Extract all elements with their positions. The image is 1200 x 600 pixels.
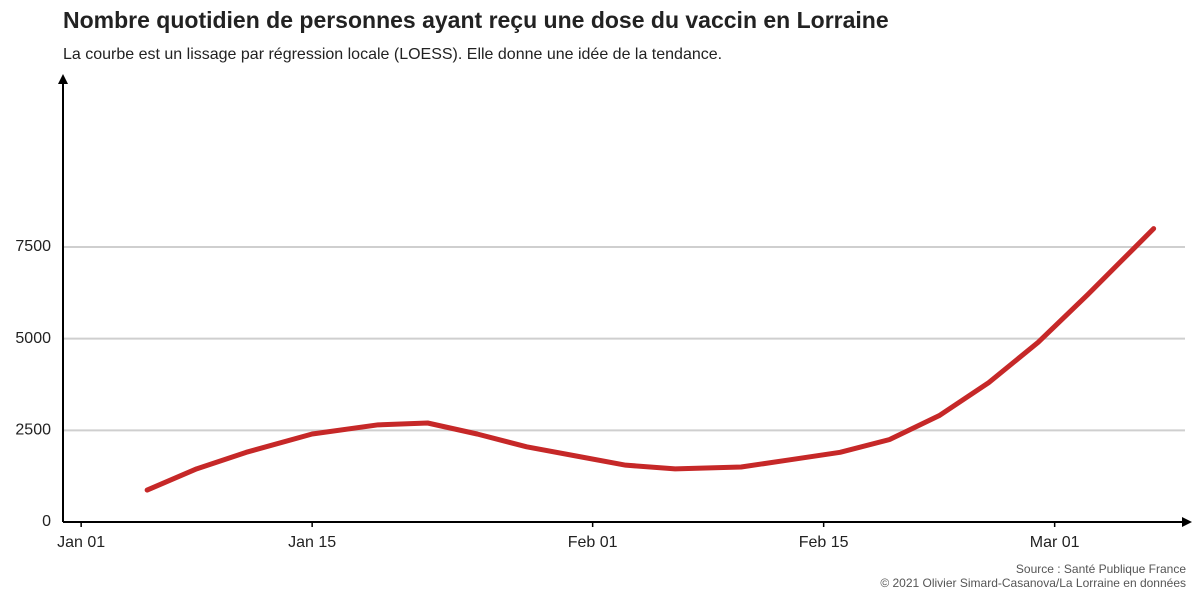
x-tick-label: Jan 15 [288, 534, 336, 551]
y-tick-label: 2500 [15, 422, 51, 439]
x-tick-label: Mar 01 [1030, 534, 1080, 551]
y-axis-arrow [58, 74, 68, 84]
y-tick-label: 5000 [15, 330, 51, 347]
loess-curve [144, 226, 1157, 493]
y-tick-label: 0 [42, 513, 51, 530]
x-tick-label: Jan 01 [57, 534, 105, 551]
chart-title: Nombre quotidien de personnes ayant reçu… [63, 7, 889, 33]
x-axis-arrow [1182, 517, 1192, 527]
x-tick-label: Feb 15 [799, 534, 849, 551]
credit: © 2021 Olivier Simard-Casanova/La Lorrai… [880, 576, 1186, 590]
source: Source : Santé Publique France [1016, 562, 1186, 576]
y-tick-label: 7500 [15, 238, 51, 255]
chart-subtitle: La courbe est un lissage par régression … [63, 46, 722, 63]
x-tick-label: Feb 01 [568, 534, 618, 551]
